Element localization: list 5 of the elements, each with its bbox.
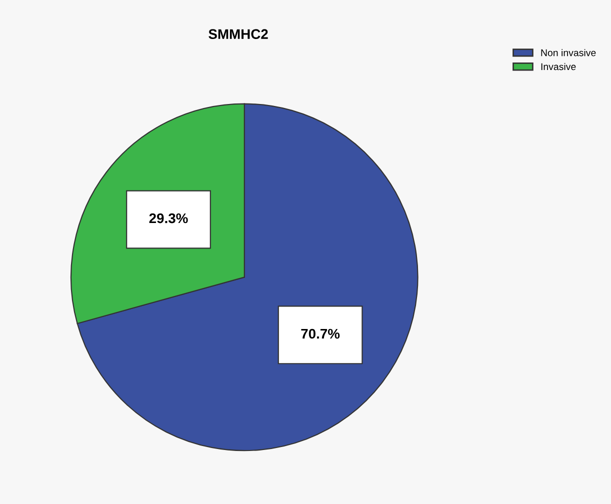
data-label: 70.7% bbox=[301, 328, 340, 339]
chart-title: SMMHC2 bbox=[208, 29, 268, 40]
data-label: 29.3% bbox=[149, 213, 188, 224]
legend-label: Non invasive bbox=[541, 49, 596, 56]
legend-label: Invasive bbox=[541, 62, 576, 70]
